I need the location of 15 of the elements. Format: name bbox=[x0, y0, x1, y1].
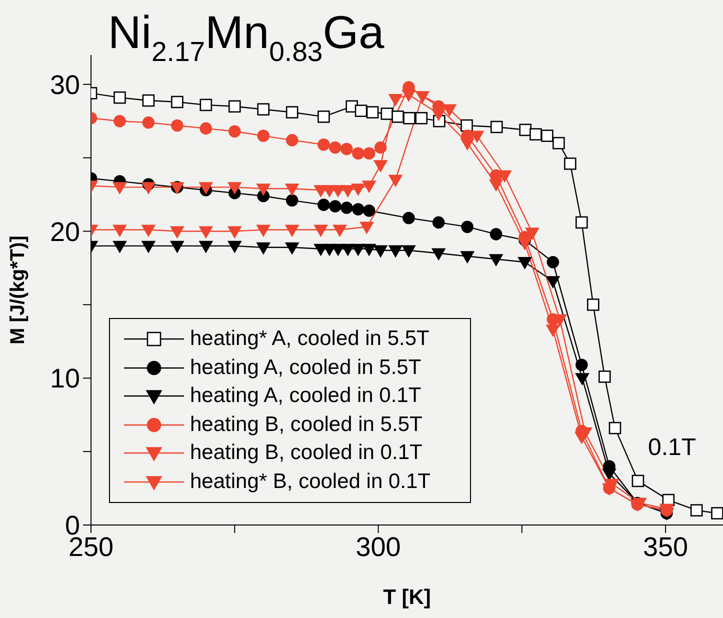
legend-label: heating B, cooled in 0.1T bbox=[190, 440, 422, 466]
y-tick-label: 20 bbox=[50, 216, 80, 247]
y-axis-title: M [J/(kg*T)] bbox=[7, 236, 29, 344]
legend-label: heating A, cooled in 5.5T bbox=[190, 354, 422, 380]
chart-title: Ni$_{2.17}$Mn$_{0.83}$Ga bbox=[108, 6, 385, 67]
legend-label: heating* A, cooled in 5.5T bbox=[190, 326, 430, 352]
y-tick-label: 10 bbox=[50, 364, 80, 394]
legend-label: heating A, cooled in 0.1T bbox=[190, 383, 422, 409]
y-tick-label: 30 bbox=[50, 70, 80, 100]
annotation: 0.1T bbox=[648, 434, 696, 461]
legend-label: heating B, cooled in 5.5T bbox=[190, 412, 422, 438]
legend-label: heating* B, cooled in 0.1T bbox=[190, 468, 430, 494]
x-tick-label: 300 bbox=[356, 532, 401, 562]
x-axis-title: T [K] bbox=[383, 586, 431, 609]
x-tick-label: 350 bbox=[643, 532, 688, 562]
